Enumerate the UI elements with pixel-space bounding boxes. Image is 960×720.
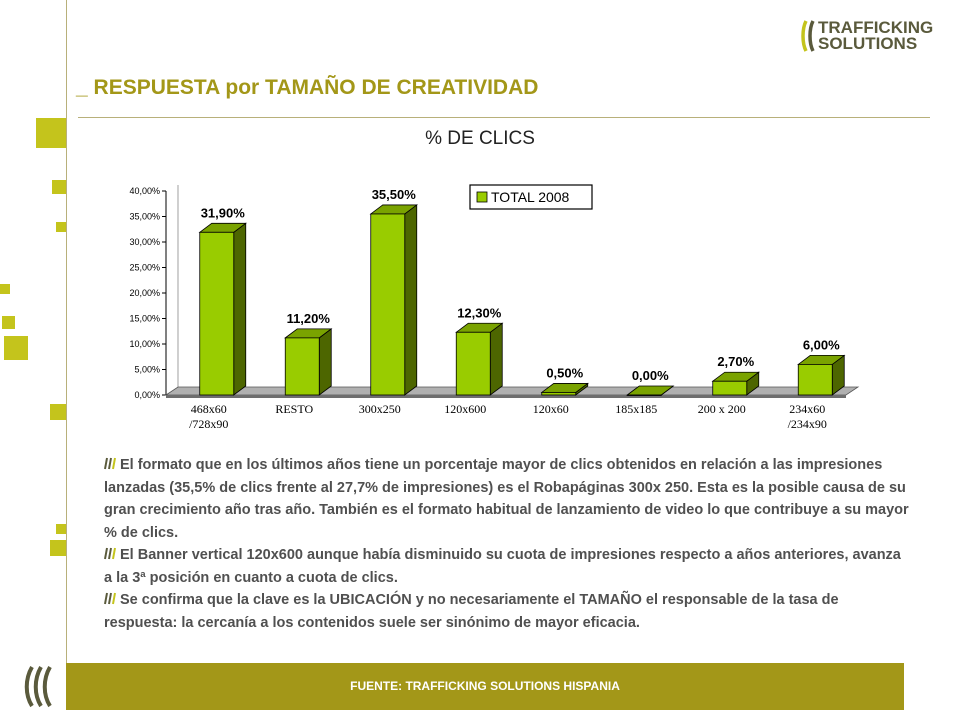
- y-tick-label: 15,00%: [129, 314, 160, 324]
- bar-side: [318, 328, 332, 396]
- category-label: 200 x 200: [698, 402, 746, 416]
- data-label: 0,50%: [546, 365, 583, 380]
- legend-swatch: [476, 191, 488, 203]
- category-label: /234x90: [788, 417, 827, 431]
- y-tick-label: 0,00%: [134, 390, 160, 400]
- y-tick-label: 20,00%: [129, 288, 160, 298]
- bar: [284, 337, 320, 396]
- category-label: 185x185: [615, 402, 657, 416]
- y-tick-label: 30,00%: [129, 237, 160, 247]
- trafficking-solutions-logo: TRAFFICKING SOLUTIONS: [800, 16, 940, 56]
- bar-side: [233, 222, 247, 396]
- data-label: 12,30%: [457, 305, 502, 320]
- category-label: RESTO: [275, 402, 313, 416]
- footer-source: FUENTE: TRAFFICKING SOLUTIONS HISPANIA: [350, 679, 620, 693]
- category-label: /728x90: [189, 417, 228, 431]
- bar: [455, 331, 491, 396]
- chart-legend: TOTAL 2008: [469, 184, 593, 210]
- paragraph-1: El formato que en los últimos años tiene…: [104, 454, 912, 544]
- data-label: 6,00%: [803, 337, 840, 352]
- logo-line-2: SOLUTIONS: [818, 34, 918, 53]
- paragraph-3: Se confirma que la clave es la UBICACIÓN…: [104, 589, 912, 634]
- category-label: 468x60: [191, 402, 227, 416]
- data-label: 0,00%: [632, 368, 669, 383]
- footer-bar: [66, 663, 904, 710]
- analysis-text: El formato que en los últimos años tiene…: [104, 454, 912, 634]
- bar: [541, 392, 577, 396]
- bar: [199, 231, 235, 396]
- paragraph-2: El Banner vertical 120x600 aunque había …: [104, 544, 912, 589]
- data-label: 35,50%: [372, 187, 417, 202]
- bullet-icon: [104, 457, 116, 470]
- title-prefix: _: [76, 76, 88, 99]
- y-tick-label: 40,00%: [129, 186, 160, 196]
- logo-line-1: TRAFFICKING: [818, 18, 934, 37]
- bar: [370, 213, 406, 396]
- bullet-icon: [104, 592, 116, 605]
- footer-logo-icon: [24, 665, 52, 708]
- chart-title: % DE CLICS: [425, 128, 535, 149]
- page-title: _ RESPUESTA por TAMAÑO DE CREATIVIDAD: [76, 76, 538, 100]
- data-label: 11,20%: [287, 311, 331, 326]
- bar-side: [404, 204, 418, 396]
- bar-side: [489, 322, 503, 396]
- bullet-icon: [104, 547, 116, 560]
- vertical-divider: [66, 0, 67, 665]
- category-label: 300x250: [359, 402, 401, 416]
- bar: [797, 363, 833, 396]
- y-tick-label: 35,00%: [129, 212, 160, 222]
- category-label: 120x60: [533, 402, 569, 416]
- title-text: RESPUESTA por TAMAÑO DE CREATIVIDAD: [93, 76, 539, 99]
- y-tick-label: 25,00%: [129, 263, 160, 273]
- category-label: 120x600: [444, 402, 486, 416]
- legend-box: [469, 184, 593, 210]
- chart-floor-edge: [166, 395, 846, 398]
- paragraph-3-text: Se confirma que la clave es la UBICACIÓN…: [104, 592, 839, 631]
- data-label: 2,70%: [717, 354, 754, 369]
- legend-label: TOTAL 2008: [491, 189, 570, 205]
- paragraph-1-text: El formato que en los últimos años tiene…: [104, 457, 909, 541]
- bar: [712, 380, 748, 396]
- bar-chart: 0,00% 5,00% 10,00% 15,00% 20,00% 25,00% 30,00%…: [129, 184, 860, 431]
- data-label: 31,90%: [201, 205, 246, 220]
- category-label: 234x60: [789, 402, 825, 416]
- bar: [626, 394, 662, 396]
- y-tick-label: 5,00%: [134, 365, 160, 375]
- y-tick-label: 10,00%: [129, 339, 160, 349]
- paragraph-2-text: El Banner vertical 120x600 aunque había …: [104, 547, 901, 586]
- logo-mark-icon: [801, 20, 815, 52]
- header-rule: [78, 117, 930, 118]
